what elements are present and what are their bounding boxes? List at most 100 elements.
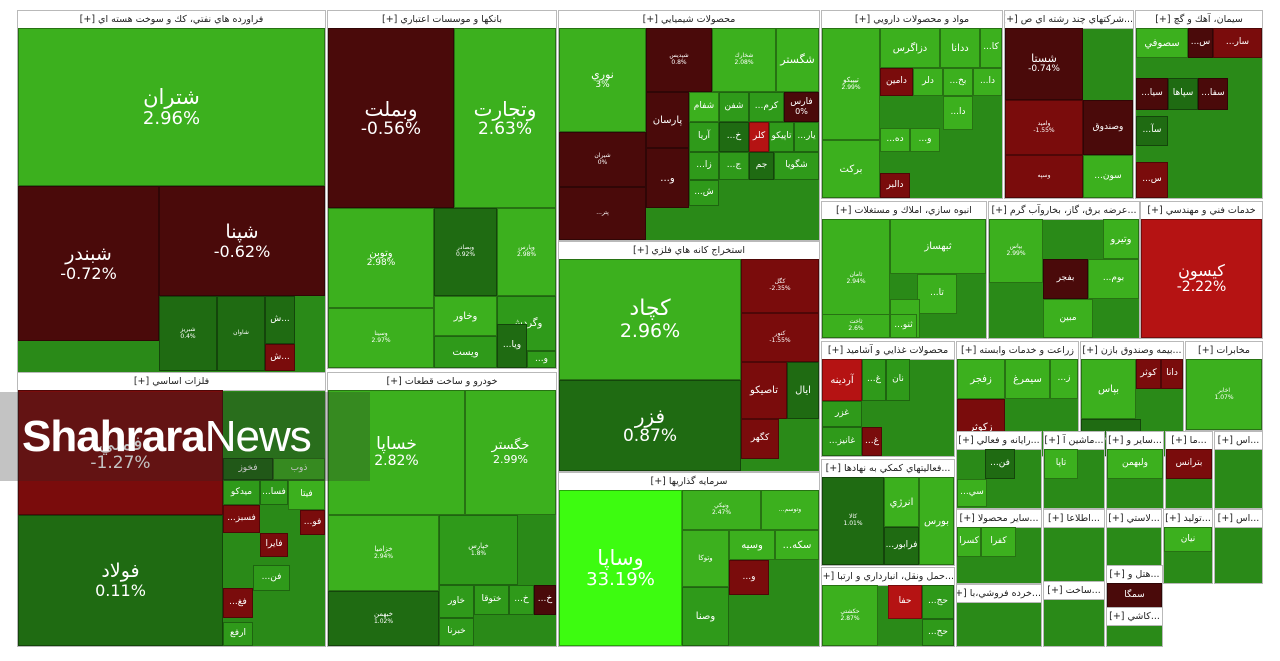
stock-tile[interactable]: ختوقا — [474, 585, 509, 615]
stock-tile[interactable]: خبرنا — [439, 618, 474, 646]
stock-tile[interactable]: شبندر -0.72% — [18, 186, 159, 341]
stock-tile[interactable]: شستا -0.74% — [1005, 28, 1083, 100]
stock-tile[interactable]: ...فن — [985, 449, 1015, 479]
stock-tile[interactable]: ...غ — [862, 359, 886, 401]
sector-header[interactable]: ...كاشي [+] — [1107, 608, 1162, 626]
stock-tile[interactable]: سصوفي — [1136, 28, 1188, 58]
sector-header[interactable]: ...توليد [+] — [1164, 510, 1212, 528]
stock-tile[interactable]: آريا — [689, 122, 719, 152]
sector-header[interactable]: سيمان، آهك و گچ [+] — [1136, 11, 1262, 29]
sector-header[interactable]: ...بيمه وصندوق بازن [+] — [1081, 342, 1183, 360]
sector-header[interactable]: زراعت و خدمات وابسته [+] — [957, 342, 1078, 360]
stock-tile[interactable]: ...فسا — [260, 480, 288, 505]
stock-tile[interactable]: ...ويا — [497, 324, 527, 368]
stock-tile[interactable]: شپديس 0.8% — [646, 28, 712, 92]
stock-tile[interactable]: بفجر — [1043, 259, 1088, 299]
stock-tile[interactable]: ...تا — [917, 274, 957, 314]
stock-tile[interactable]: دالبر — [880, 173, 910, 198]
stock-tile[interactable]: ...ثنو — [890, 314, 917, 338]
stock-tile[interactable]: خگستر 2.99% — [465, 390, 556, 515]
stock-tile[interactable]: كلر — [749, 122, 769, 152]
stock-tile[interactable]: كالا 1.01% — [822, 477, 884, 565]
stock-tile[interactable]: فيتا — [288, 480, 325, 510]
stock-tile[interactable]: خساپا 2.82% — [328, 390, 465, 515]
stock-tile[interactable]: وسينا 2.97% — [328, 308, 434, 368]
stock-tile[interactable]: سمگا — [1107, 583, 1162, 608]
stock-tile[interactable]: وسيه — [729, 530, 775, 560]
stock-tile[interactable]: ...و — [910, 128, 940, 152]
stock-tile[interactable]: ...و — [646, 148, 689, 208]
stock-tile[interactable]: كسرا — [957, 527, 981, 557]
sector-header[interactable]: ...اس [+] — [1215, 432, 1262, 450]
sector-header[interactable]: سرمايه گذاريها [+] — [559, 473, 819, 491]
stock-tile[interactable]: ...ج — [719, 152, 749, 180]
stock-tile[interactable]: دانا — [1161, 359, 1183, 389]
stock-tile[interactable]: ...و — [527, 351, 556, 368]
stock-tile[interactable]: وامید -1.55% — [1005, 100, 1083, 155]
stock-tile[interactable]: وبملت -0.56% — [328, 28, 454, 208]
stock-tile[interactable]: دلر — [913, 68, 943, 96]
stock-tile[interactable]: وساپا 33.19% — [559, 490, 682, 646]
stock-tile[interactable]: ...غانيز — [822, 427, 862, 456]
stock-tile[interactable]: ...سفا — [1198, 78, 1228, 110]
stock-tile[interactable]: جم — [749, 152, 774, 180]
stock-tile[interactable]: زفجر — [957, 359, 1005, 399]
stock-tile[interactable]: ...دا — [973, 68, 1002, 96]
stock-tile[interactable]: ويست — [434, 336, 497, 368]
stock-tile[interactable]: كگهر — [741, 419, 779, 459]
stock-tile[interactable]: وتوبن 2.98% — [328, 208, 434, 308]
stock-tile[interactable]: شفن — [719, 92, 749, 122]
sector-header[interactable]: ...ساير و [+] — [1107, 432, 1163, 450]
sector-header[interactable]: ...ساخت [+] — [1044, 582, 1104, 600]
stock-tile[interactable]: نوري 3% — [559, 28, 646, 132]
sector-header[interactable]: ...شركتهاي چند رشته اي ص [+] — [1005, 11, 1133, 29]
stock-tile[interactable]: ش... — [265, 344, 295, 371]
sector-header[interactable]: استخراج كانه هاي فلزي [+] — [559, 242, 819, 260]
stock-tile[interactable]: آردينه — [822, 359, 862, 401]
stock-tile[interactable]: ...خ — [509, 585, 534, 615]
stock-tile[interactable]: وتوكا — [682, 530, 729, 587]
stock-tile[interactable]: حفا — [888, 585, 922, 619]
stock-tile[interactable]: شبريز 0.4% — [159, 296, 217, 371]
stock-tile[interactable]: فولاد 0.11% — [18, 515, 223, 646]
stock-tile[interactable]: ...پتر — [559, 187, 646, 240]
stock-tile[interactable]: وپارس 2.98% — [497, 208, 556, 296]
sector-header[interactable]: ...هتل و [+] — [1107, 566, 1162, 584]
stock-tile[interactable]: غزر — [822, 401, 862, 427]
stock-tile[interactable]: ...ده — [880, 128, 910, 152]
stock-tile[interactable]: بترانس — [1166, 449, 1212, 479]
sector-header[interactable]: مواد و محصولات دارويي [+] — [822, 11, 1002, 29]
stock-tile[interactable]: فملي -1.27% — [18, 390, 223, 515]
stock-tile[interactable]: فخوز — [223, 458, 273, 480]
stock-tile[interactable]: ...ز — [1050, 359, 1078, 399]
stock-tile[interactable]: ...خ — [534, 585, 556, 615]
stock-tile[interactable]: وصندوق — [1083, 100, 1133, 155]
stock-tile[interactable]: ارفع — [223, 622, 253, 646]
stock-tile[interactable]: شيران 0% — [559, 132, 646, 187]
stock-tile[interactable]: ...دا — [943, 96, 973, 130]
sector-header[interactable]: خدمات فني و مهندسي [+] — [1141, 202, 1262, 220]
stock-tile[interactable]: خپارس 1.8% — [439, 515, 518, 585]
stock-tile[interactable]: وتيرو — [1103, 219, 1139, 259]
stock-tile[interactable]: ...سيا — [1136, 78, 1168, 110]
stock-tile[interactable]: ...س — [1188, 28, 1213, 58]
sector-header[interactable]: فراورده هاي نفتي، كك و سوخت هسته اي [+] — [18, 11, 325, 29]
sector-header[interactable]: ...عرضه برق، گاز، بخاروآب گرم [+] — [989, 202, 1139, 220]
stock-tile[interactable]: ...بوم — [1088, 259, 1139, 299]
stock-tile[interactable]: كگل -2.35% — [741, 259, 819, 313]
stock-tile[interactable]: ...بخ — [943, 68, 973, 96]
stock-tile[interactable]: مبين — [1043, 299, 1093, 338]
sector-header[interactable]: بانكها و موسسات اعتباري [+] — [328, 11, 556, 29]
stock-tile[interactable]: ...و — [729, 560, 769, 595]
stock-tile[interactable]: انرژي — [884, 477, 919, 527]
sector-header[interactable]: ...رايانه و فعالي [+] — [957, 432, 1041, 450]
stock-tile[interactable]: ...حح — [922, 619, 954, 646]
stock-tile[interactable]: ...سي — [957, 479, 987, 507]
stock-tile[interactable]: شپنا -0.62% — [159, 186, 325, 296]
stock-tile[interactable]: تاپيكو — [769, 122, 794, 152]
sector-header[interactable]: محصولات غذايي و آشاميد [+] — [822, 342, 954, 360]
stock-tile[interactable]: شگويا — [774, 152, 819, 180]
stock-tile[interactable]: دزاگرس — [880, 28, 940, 68]
stock-tile[interactable]: دامين — [880, 68, 913, 96]
stock-tile[interactable]: ايال — [787, 362, 819, 419]
